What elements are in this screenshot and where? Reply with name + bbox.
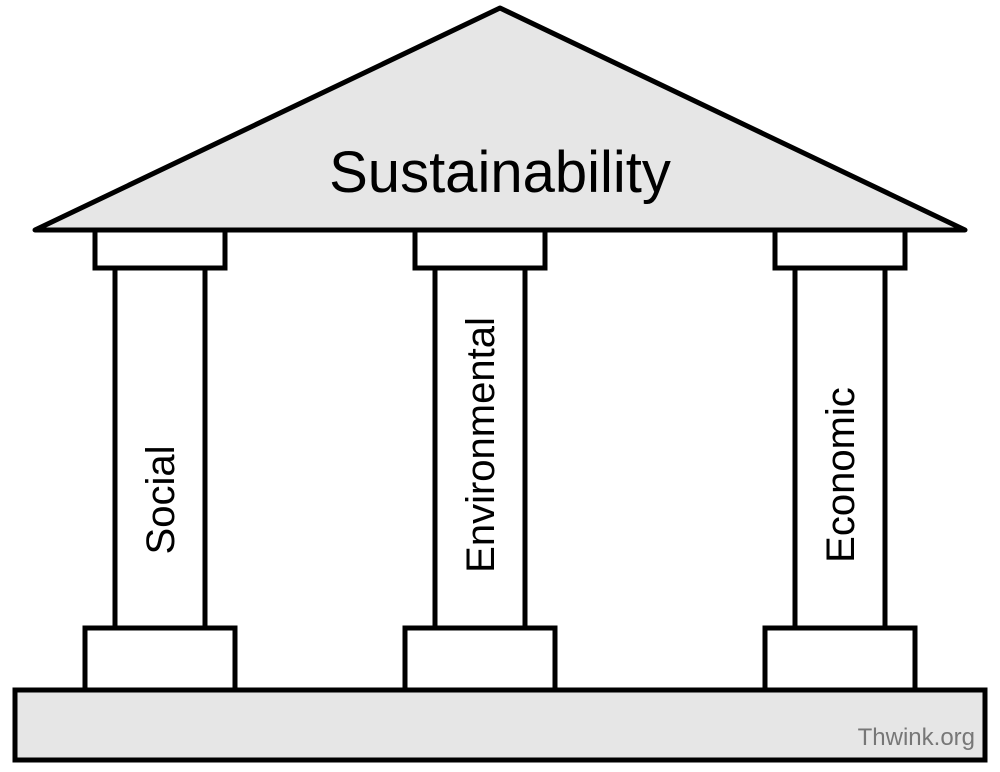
pillar-social: Social (85, 230, 235, 690)
pillar-label: Economic (819, 387, 863, 563)
attribution-text: Thwink.org (858, 724, 975, 751)
pillar-capital-top (415, 230, 545, 268)
pillar-capital-bottom (765, 628, 915, 690)
pillar-economic: Economic (765, 230, 915, 690)
pillar-capital-top (775, 230, 905, 268)
pillar-capital-bottom (85, 628, 235, 690)
pillar-environmental: Environmental (405, 230, 555, 690)
base-slab (15, 690, 985, 760)
pillar-label: Environmental (459, 317, 503, 573)
pillar-label: Social (139, 446, 183, 555)
sustainability-pillars-diagram: Social Environmental Economic Sustainabi… (0, 0, 1000, 772)
pillar-capital-bottom (405, 628, 555, 690)
roof-title: Sustainability (329, 140, 671, 205)
pillar-capital-top (95, 230, 225, 268)
